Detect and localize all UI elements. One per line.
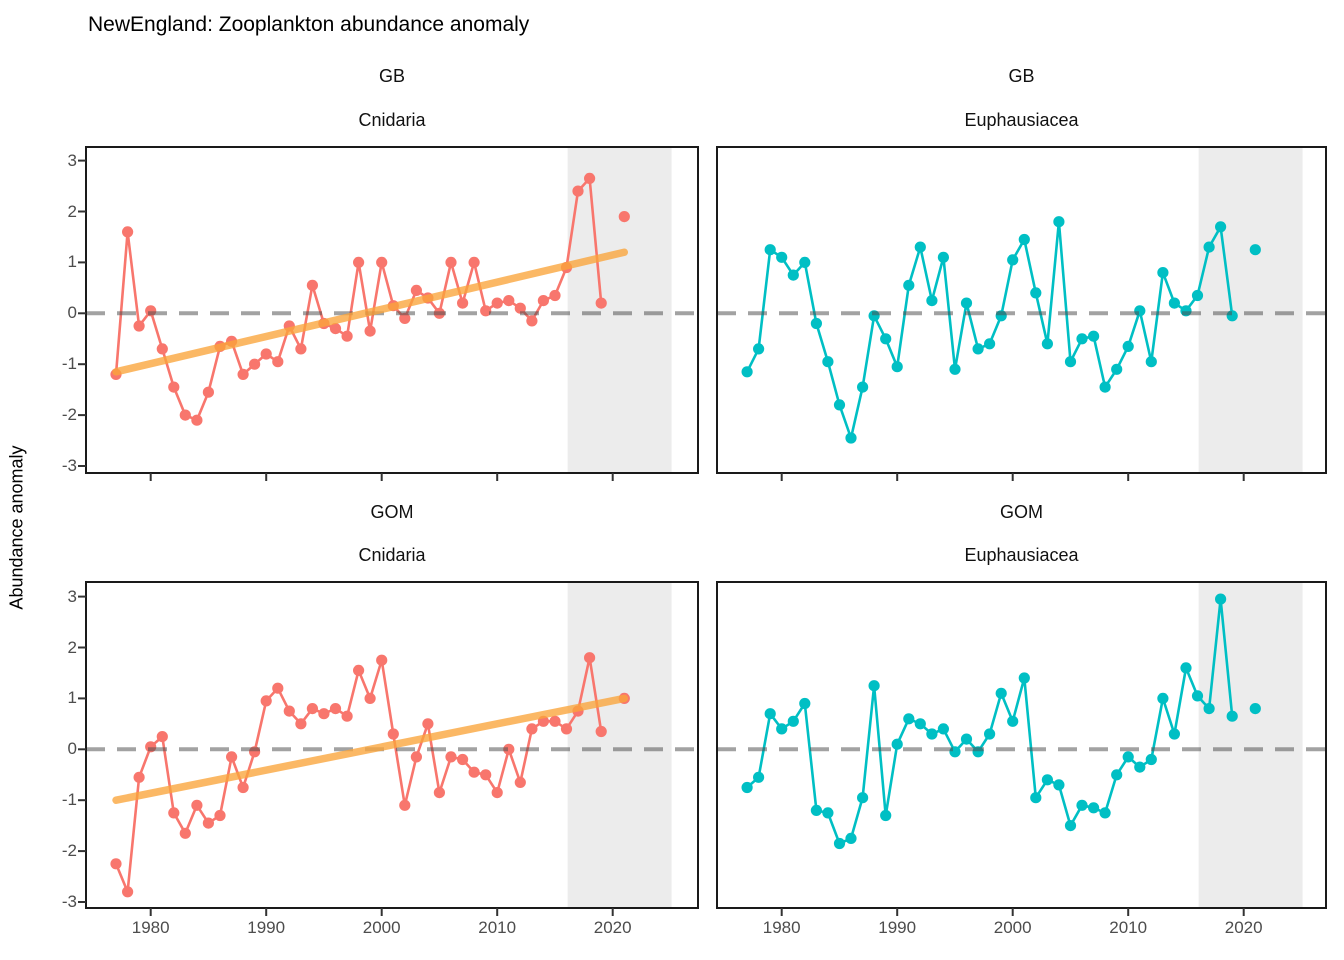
y-axis-title-wrap: Abundance anomaly	[4, 95, 30, 960]
y-axis-title: Abundance anomaly	[6, 445, 27, 610]
facet-region-gom-cnidaria: GOM	[370, 502, 414, 522]
data-points	[110, 172, 630, 426]
y-tick-label: 2	[67, 201, 77, 221]
y-tick-label: -1	[61, 790, 77, 810]
x-tick-label: 2020	[1224, 918, 1263, 937]
y-tick-label: 0	[67, 303, 77, 323]
y-tick-label: 1	[67, 688, 77, 708]
facet-taxon-euphausiacea-top: Euphausiacea	[964, 110, 1079, 130]
panel-gb-cnidaria	[78, 146, 699, 481]
forecast-band	[567, 147, 672, 473]
series-line	[745, 220, 1234, 440]
series-line	[114, 177, 603, 422]
x-tick-label: 1980	[131, 918, 170, 937]
x-tick-label: 1990	[247, 918, 286, 937]
forecast-band	[1198, 147, 1303, 473]
series-line	[114, 656, 603, 894]
panel-gom-euphausiacea	[716, 581, 1327, 916]
x-tick-label: 1980	[762, 918, 801, 937]
y-tick-label: 3	[67, 150, 77, 170]
panel-border	[85, 146, 699, 474]
y-tick-label: 3	[67, 586, 77, 606]
panel-gom-cnidaria	[78, 581, 699, 916]
y-tick-label: -2	[61, 841, 77, 861]
y-tick-label: -2	[61, 405, 77, 425]
x-tick-label: 2020	[593, 918, 632, 937]
trend-line	[112, 248, 628, 376]
x-tick-label: 2000	[993, 918, 1032, 937]
y-tick-label: 0	[67, 739, 77, 759]
x-tick-label: 2010	[1109, 918, 1148, 937]
data-points	[741, 593, 1261, 850]
facet-region-gb-cnidaria: GB	[378, 66, 405, 86]
forecast-band	[1198, 582, 1303, 908]
panel-border	[716, 581, 1327, 909]
facet-region-gb-euphausiacea: GB	[1008, 66, 1035, 86]
trend-line	[112, 694, 628, 804]
y-tick-label: -1	[61, 354, 77, 374]
facet-taxon-cnidaria-top: Cnidaria	[358, 110, 426, 130]
y-tick-label: 1	[67, 252, 77, 272]
facet-region-gom-euphausiacea: GOM	[1000, 502, 1043, 522]
forecast-band	[567, 582, 672, 908]
x-tick-label: 1990	[878, 918, 917, 937]
facet-taxon-euphausiacea-bottom: Euphausiacea	[964, 545, 1079, 565]
panel-border	[85, 581, 699, 909]
x-tick-label: 2010	[478, 918, 517, 937]
panel-border	[716, 146, 1327, 474]
data-points	[110, 652, 630, 898]
y-tick-label: 2	[67, 637, 77, 657]
panel-gb-euphausiacea	[716, 146, 1327, 481]
y-tick-label: -3	[61, 456, 77, 475]
facet-taxon-cnidaria-bottom: Cnidaria	[358, 545, 426, 565]
y-tick-label: -3	[61, 892, 77, 911]
x-tick-label: 2000	[362, 918, 401, 937]
chart-title: NewEngland: Zooplankton abundance anomal…	[88, 13, 530, 36]
